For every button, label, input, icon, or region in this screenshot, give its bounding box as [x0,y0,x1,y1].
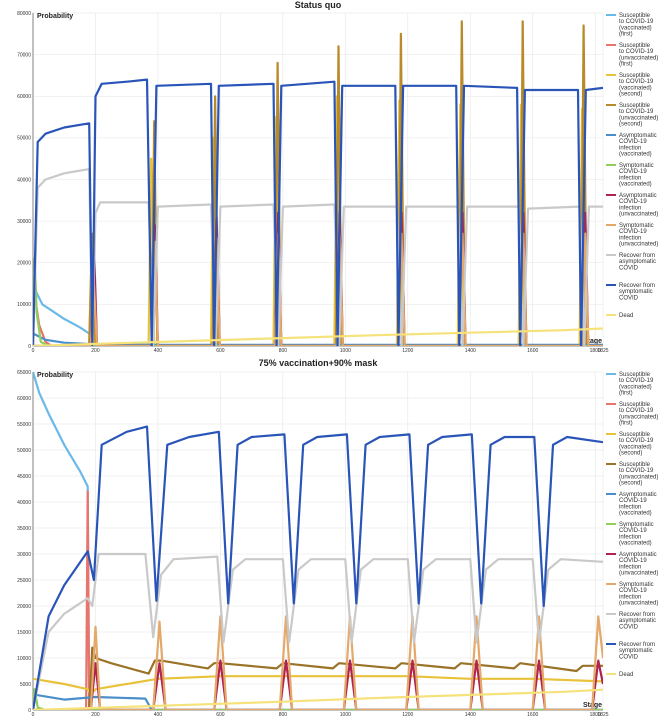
series-line-asymptomatic-covid-19-infection-vaccinated [33,693,603,710]
y-tick-label: 15000 [17,630,31,636]
y-tick-label: 25000 [17,578,31,584]
y-tick-label: 20000 [17,604,31,610]
chart-panel-vaccination-mask: 75% vaccination+90% mask0500010000150002… [17,358,658,718]
legend-entry-asymptomatic-covid-19-infection-unvaccinated: Asymptomatic COVID-19 infection (unvaccinat… [619,552,658,577]
y-axis-label: Probability [37,372,73,379]
x-tick-label: 400 [154,348,163,354]
legend-entry-symptomatic-covid-19-infection-unvaccinated: Symptomatic COVID-19 infection (unvaccinate… [619,582,658,607]
series-line-asymptomatic-covid-19-infection-unvaccinated [33,211,603,346]
y-tick-label: 45000 [17,474,31,480]
x-tick-label: 0 [32,712,35,718]
y-tick-label: 60000 [17,396,31,402]
legend-entry-dead: Dead [619,313,633,319]
x-tick-label: 200 [91,712,100,718]
x-tick-label: 1825 [597,348,608,354]
legend-entry-susceptible-to-covid-19-unvaccinated-second: Susceptible to COVID-19 (unvaccinated) (sec… [619,103,658,128]
legend-entry-susceptible-to-covid-19-unvaccinated-second: Susceptible to COVID-19 (unvaccinated) (sec… [619,462,658,487]
legend-entry-symptomatic-covid-19-infection-vaccinated: Symptomatic COVID-19 infection (vaccinated) [619,522,654,547]
x-tick-label: 400 [154,712,163,718]
x-tick-label: 0 [32,348,35,354]
y-tick-label: 60000 [17,94,31,100]
x-tick-label: 1200 [402,712,413,718]
series-line-symptomatic-covid-19-infection-vaccinated [33,688,603,710]
series-line-asymptomatic-covid-19-infection-unvaccinated [33,659,603,710]
x-tick-label: 1400 [465,348,476,354]
x-tick-label: 600 [216,712,225,718]
x-tick-label: 1400 [465,712,476,718]
legend-entry-susceptible-to-covid-19-vaccinated-first: Susceptible to COVID-19 (vaccinated) (first… [619,13,654,38]
x-tick-label: 800 [279,348,288,354]
y-tick-label: 50000 [17,136,31,142]
legend: Susceptible to COVID-19 (vaccinated) (first… [606,372,658,678]
y-tick-label: 0 [28,708,31,714]
x-tick-label: 1600 [527,712,538,718]
series-line-recover-from-symptomatic-covid [33,78,603,346]
y-tick-label: 40000 [17,500,31,506]
series-line-susceptible-to-covid-19-unvaccinated-second [33,646,603,710]
legend-entry-asymptomatic-covid-19-infection-vaccinated: Asymptomatic COVID-19 infection (vaccinated… [619,492,657,517]
series-line-asymptomatic-covid-19-infection-vaccinated [33,332,603,346]
y-tick-label: 5000 [20,682,31,688]
y-tick-label: 35000 [17,526,31,532]
x-tick-label: 200 [91,348,100,354]
x-tick-label: 1825 [597,712,608,718]
y-tick-label: 40000 [17,177,31,183]
series-group [33,20,603,346]
series-line-symptomatic-covid-19-infection-vaccinated [33,257,603,346]
chart-title: Status quo [295,0,342,10]
legend-entry-susceptible-to-covid-19-unvaccinated-first: Susceptible to COVID-19 (unvaccinated) (fir… [619,402,658,427]
x-tick-label: 1000 [340,348,351,354]
legend-entry-asymptomatic-covid-19-infection-unvaccinated: Asymptomatic COVID-19 infection (unvaccinat… [619,193,658,218]
x-tick-label: 1600 [527,348,538,354]
series-line-susceptible-to-covid-19-unvaccinated-first [33,490,603,710]
series-line-dead [33,327,603,346]
legend-entry-symptomatic-covid-19-infection-unvaccinated: Symptomatic COVID-19 infection (unvaccinate… [619,223,658,248]
chart-title: 75% vaccination+90% mask [259,358,379,368]
y-tick-label: 0 [28,344,31,350]
y-tick-label: 80000 [17,11,31,17]
legend-entry-recover-from-symptomatic-covid: Recover from symptomatic COVID [619,283,655,301]
legend-entry-recover-from-asymptomatic-covid: Recover from asymptomatic COVID [619,612,656,630]
y-tick-label: 10000 [17,656,31,662]
y-tick-label: 70000 [17,52,31,58]
legend-entry-recover-from-symptomatic-covid: Recover from symptomatic COVID [619,642,655,660]
series-line-susceptible-to-covid-19-vaccinated-second [33,675,603,696]
y-axis-label: Probability [37,13,73,20]
x-tick-label: 800 [279,712,288,718]
series-line-susceptible-to-covid-19-unvaccinated-first [33,275,603,346]
legend-entry-dead: Dead [619,672,633,678]
y-tick-label: 65000 [17,370,31,376]
legend-entry-susceptible-to-covid-19-vaccinated-second: Susceptible to COVID-19 (vaccinated) (secon… [619,73,654,98]
y-tick-label: 50000 [17,448,31,454]
series-line-susceptible-to-covid-19-vaccinated-first [33,270,603,346]
legend-entry-susceptible-to-covid-19-vaccinated-second: Susceptible to COVID-19 (vaccinated) (secon… [619,432,654,457]
series-line-recover-from-symptomatic-covid [33,425,603,710]
x-tick-label: 600 [216,348,225,354]
y-tick-label: 55000 [17,422,31,428]
legend-entry-susceptible-to-covid-19-vaccinated-first: Susceptible to COVID-19 (vaccinated) (first… [619,372,654,397]
y-tick-label: 20000 [17,261,31,267]
x-tick-label: 1200 [402,348,413,354]
series-line-dead [33,688,603,710]
series-line-susceptible-to-covid-19-vaccinated-first [33,371,603,710]
series-line-recover-from-asymptomatic-covid [33,552,603,710]
legend-entry-symptomatic-covid-19-infection-vaccinated: Symptomatic COVID-19 infection (vaccinated) [619,163,654,188]
y-tick-label: 10000 [17,302,31,308]
y-tick-label: 30000 [17,219,31,225]
series-line-symptomatic-covid-19-infection-unvaccinated [33,232,603,346]
chart-panel-status-quo: Status quo010000200003000040000500006000… [17,0,658,354]
legend-entry-recover-from-asymptomatic-covid: Recover from asymptomatic COVID [619,253,656,271]
x-tick-label: 1800 [590,712,601,718]
series-line-symptomatic-covid-19-infection-unvaccinated [33,615,603,710]
legend-entry-asymptomatic-covid-19-infection-vaccinated: Asymptomatic COVID-19 infection (vaccinated… [619,133,657,158]
y-tick-label: 30000 [17,552,31,558]
legend: Susceptible to COVID-19 (vaccinated) (first… [606,13,658,319]
series-group [33,371,603,710]
x-tick-label: 1800 [590,348,601,354]
x-tick-label: 1000 [340,712,351,718]
legend-entry-susceptible-to-covid-19-unvaccinated-first: Susceptible to COVID-19 (unvaccinated) (fir… [619,43,658,68]
x-axis-label: Stage [583,338,602,345]
